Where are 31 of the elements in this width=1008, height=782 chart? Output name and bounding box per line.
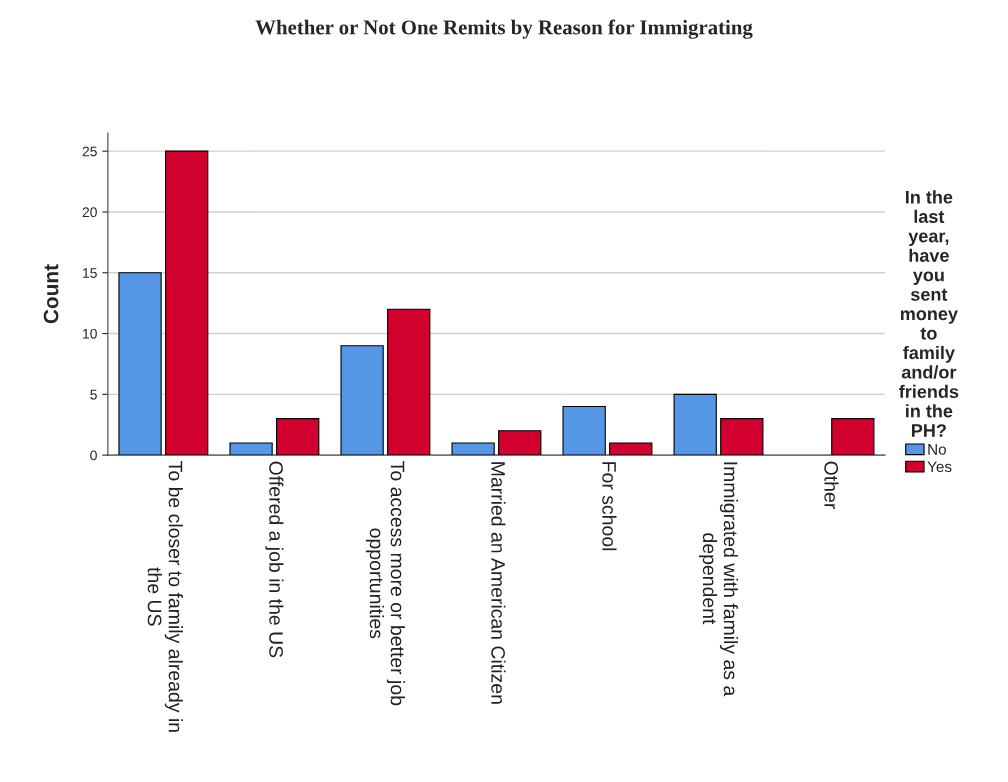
bar [340, 345, 384, 456]
bar [673, 393, 717, 456]
bar [118, 272, 162, 456]
bar [165, 150, 209, 456]
y-tick-label: 10 [83, 328, 97, 339]
x-tick-label: Offered a job in the US [265, 461, 284, 658]
x-tick-label: Other [824, 461, 839, 509]
y-tick-label: 0 [90, 450, 97, 461]
bar [276, 418, 320, 456]
x-tick-label: For school [602, 462, 617, 551]
y-tick-label: 5 [90, 389, 97, 400]
chart-title: Whether or Not One Remits by Reason for Immigrating [255, 19, 753, 39]
y-axis-title: Count [43, 264, 59, 324]
legend-label: Yes [927, 461, 952, 473]
x-tick-label: To be closer to family already in the US [147, 461, 183, 732]
bar [451, 442, 495, 456]
bar [498, 430, 542, 456]
bar [831, 418, 875, 456]
y-tick-label: 25 [82, 146, 97, 157]
y-tick-label: 15 [83, 268, 97, 278]
y-tick-label: 20 [82, 207, 97, 218]
text: In the last year, have you sent money to family and/or friends in the PH? [899, 190, 959, 437]
bar [720, 418, 764, 456]
bar [609, 442, 653, 456]
bar [562, 405, 606, 456]
bar [387, 308, 431, 456]
x-tick-label: To access more or better job opportunities [365, 461, 405, 706]
x-tick-label: Married an American Citizen [491, 462, 506, 704]
bar [229, 442, 273, 456]
legend-label: No [928, 444, 946, 455]
x-tick-label: Immigrated with family as a dependent [698, 462, 739, 697]
